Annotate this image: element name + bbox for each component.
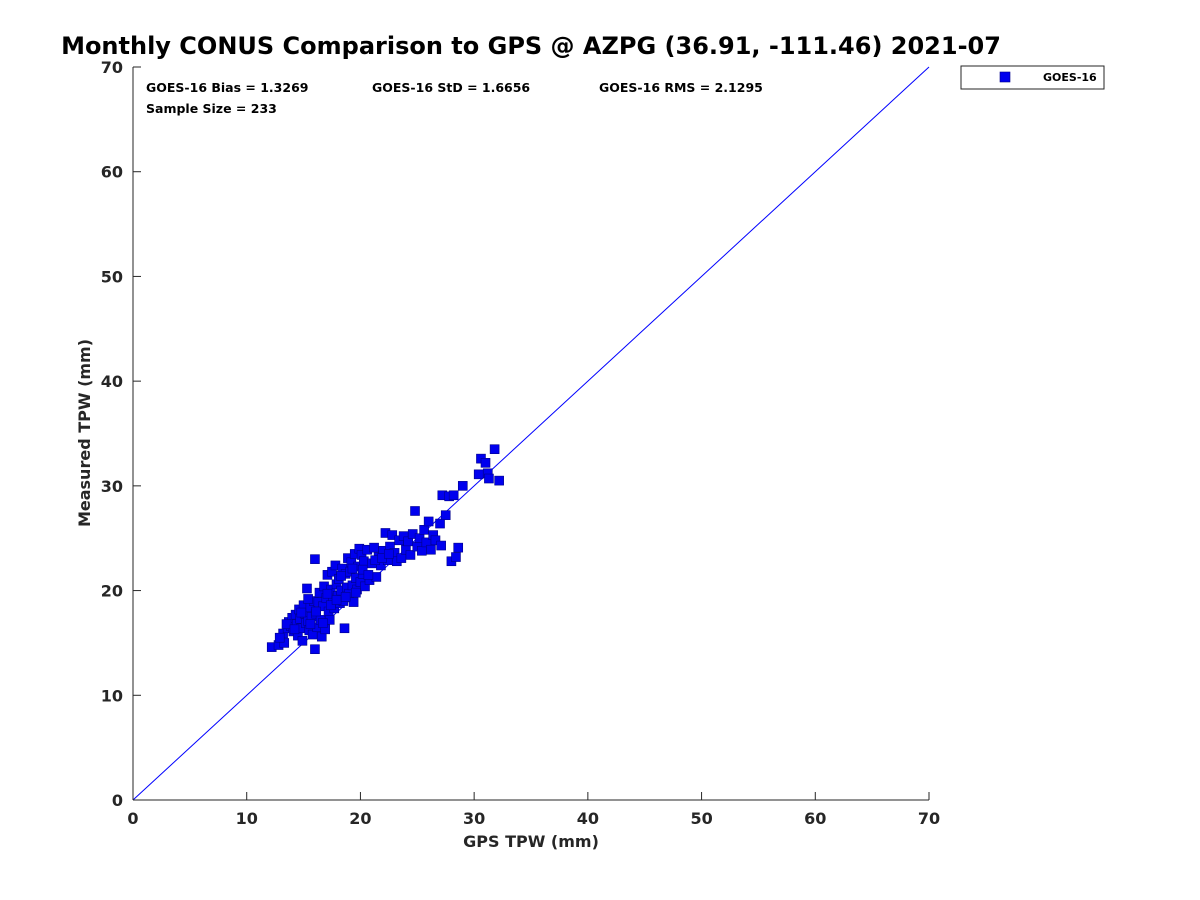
data-point <box>363 570 374 580</box>
chart-title: Monthly CONUS Comparison to GPS @ AZPG (… <box>61 32 1001 60</box>
data-point <box>473 469 484 480</box>
data-point <box>351 587 361 598</box>
data-point <box>480 458 491 468</box>
data-point <box>359 556 369 567</box>
data-point <box>448 490 459 501</box>
data-point <box>302 583 312 594</box>
data-point <box>318 618 328 628</box>
data-point <box>357 564 368 575</box>
data-point <box>453 542 464 553</box>
data-point <box>289 624 300 635</box>
data-point <box>489 444 500 455</box>
data-point <box>440 510 451 520</box>
axes-frame <box>132 67 929 801</box>
stat-sample-size: Sample Size = 233 <box>146 101 277 116</box>
data-point <box>430 535 441 546</box>
stat-rms: GOES-16 RMS = 2.1295 <box>599 80 763 95</box>
x-tick-label: 20 <box>349 809 371 828</box>
data-point <box>435 518 445 529</box>
data-point <box>303 594 313 604</box>
data-point <box>436 540 446 551</box>
y-tick-label: 20 <box>101 582 123 601</box>
legend-marker <box>999 71 1011 83</box>
y-tick-label: 40 <box>101 372 123 391</box>
y-tick-label: 10 <box>101 686 123 705</box>
data-point <box>336 571 346 581</box>
x-tick-label: 50 <box>690 809 712 828</box>
y-axis-label: Measured TPW (mm) <box>75 339 94 527</box>
data-point <box>494 475 504 486</box>
data-point <box>326 600 336 611</box>
x-tick-label: 40 <box>577 809 599 828</box>
x-axis-ticks: 0 10 20 30 40 50 60 70 <box>127 792 940 828</box>
data-point <box>417 545 427 556</box>
data-point <box>310 644 320 655</box>
data-point <box>387 530 398 540</box>
data-point <box>310 554 320 564</box>
data-point <box>348 597 359 607</box>
data-points <box>266 444 504 655</box>
reference-line-group <box>132 66 930 801</box>
legend-label: GOES-16 <box>1043 71 1097 84</box>
data-point <box>331 595 342 605</box>
stat-std: GOES-16 StD = 1.6656 <box>372 80 530 95</box>
y-axis-ticks: 0 10 20 30 40 50 60 70 <box>101 58 141 810</box>
x-tick-label: 70 <box>918 809 940 828</box>
stat-bias: GOES-16 Bias = 1.3269 <box>146 80 308 95</box>
data-point <box>274 632 285 643</box>
legend-box <box>960 65 1105 90</box>
data-point <box>281 619 292 629</box>
data-point <box>340 592 351 602</box>
data-point <box>322 588 333 599</box>
data-point <box>410 506 420 516</box>
data-point <box>457 481 468 491</box>
x-tick-label: 30 <box>463 809 485 828</box>
x-axis-label: GPS TPW (mm) <box>463 832 599 851</box>
data-point <box>405 550 416 560</box>
data-point <box>419 525 429 535</box>
data-point <box>297 636 308 646</box>
data-point <box>451 552 461 562</box>
data-point <box>339 623 350 634</box>
data-point <box>311 606 321 617</box>
y-tick-label: 70 <box>101 58 123 77</box>
data-point <box>423 516 434 527</box>
data-point <box>371 572 382 582</box>
data-point <box>305 619 316 629</box>
x-tick-label: 10 <box>236 809 258 828</box>
y-tick-label: 60 <box>101 163 123 182</box>
data-point <box>396 553 407 563</box>
y-tick-label: 0 <box>112 791 123 810</box>
data-point <box>296 607 307 618</box>
one-to-one-line <box>132 66 930 801</box>
y-tick-label: 30 <box>101 477 123 496</box>
data-point <box>384 549 394 559</box>
y-tick-label: 50 <box>101 267 123 286</box>
data-point <box>347 563 358 574</box>
data-point <box>369 542 379 553</box>
legend: GOES-16 <box>960 65 1105 90</box>
x-tick-label: 60 <box>804 809 826 828</box>
x-tick-label: 0 <box>127 809 138 828</box>
data-point <box>484 473 494 484</box>
data-point <box>426 544 436 555</box>
